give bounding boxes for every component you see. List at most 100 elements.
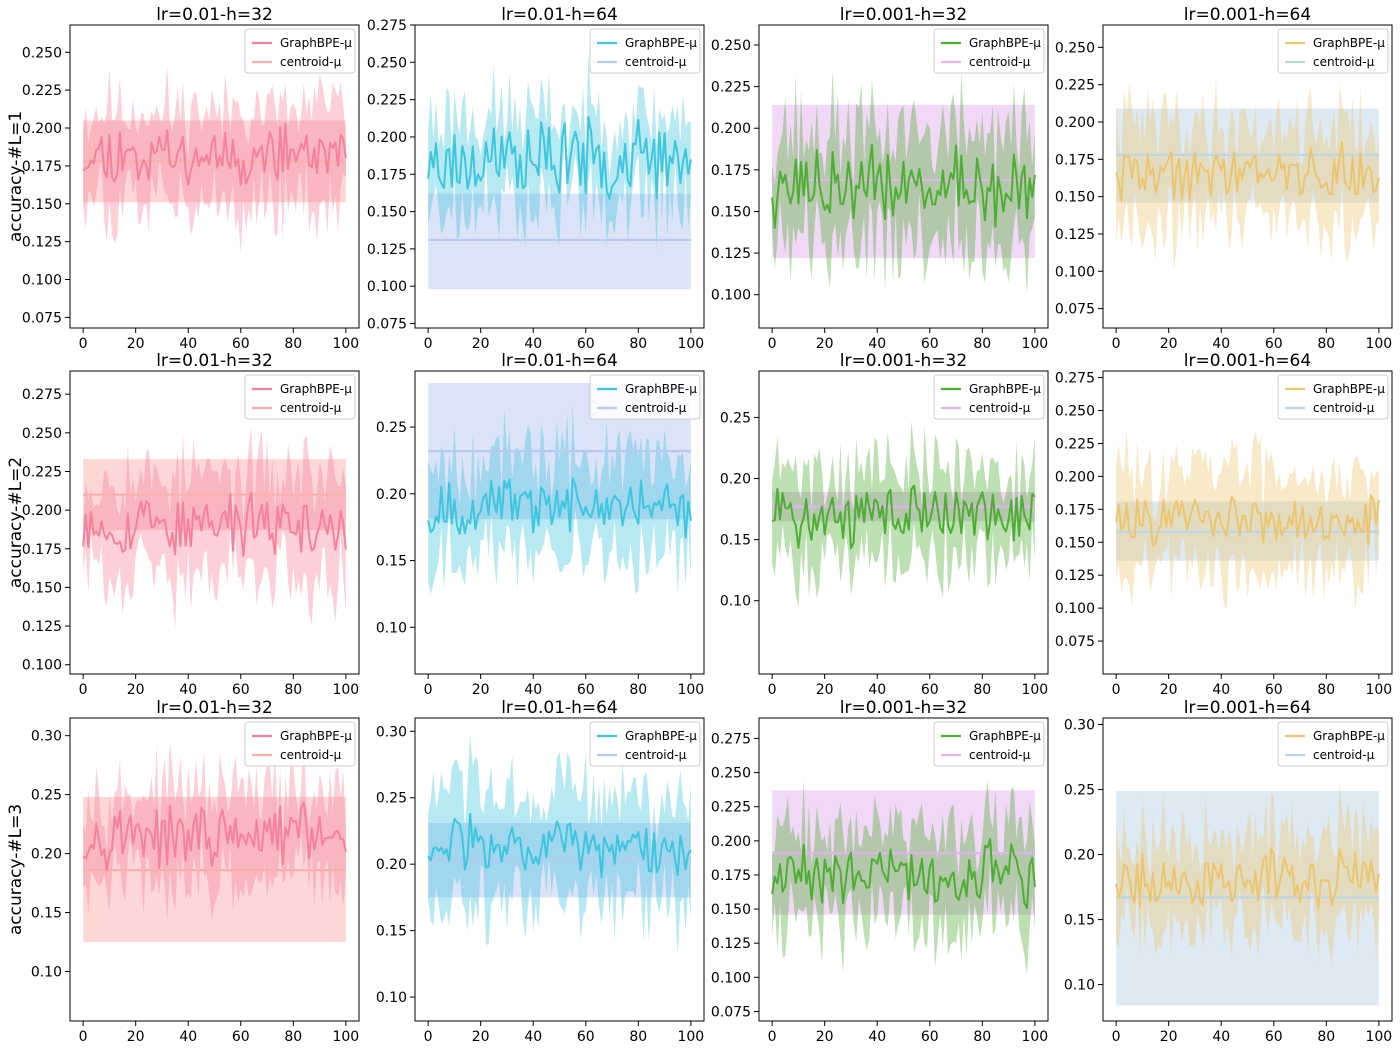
- legend: GraphBPE-μ centroid-μ: [1277, 374, 1389, 420]
- y-tick-label: 0.250: [711, 38, 751, 54]
- legend-label: centroid-μ: [625, 748, 687, 762]
- y-tick-label: 0.25: [1064, 783, 1095, 799]
- y-tick-label: 0.225: [367, 93, 407, 109]
- x-tick-label: 40: [179, 336, 197, 352]
- plot-area: [427, 734, 692, 957]
- centroid-band: [428, 193, 691, 290]
- x-tick-label: 20: [816, 682, 834, 698]
- graphbpe-band: [83, 735, 346, 922]
- y-tick-label: 0.20: [1064, 848, 1095, 864]
- axes-frame: [69, 24, 360, 329]
- axes-frame: [758, 370, 1049, 675]
- legend: GraphBPE-μ centroid-μ: [244, 721, 356, 767]
- legend-label: GraphBPE-μ: [969, 36, 1041, 50]
- y-axis-label: accuracy-#L=1: [6, 111, 26, 242]
- y-tick-label: 0.225: [22, 83, 62, 99]
- x-tick-label: 40: [524, 1029, 542, 1045]
- y-tick-label: 0.175: [22, 542, 62, 558]
- graphbpe-line: [1115, 494, 1380, 548]
- axes-frame: [758, 717, 1049, 1022]
- y-tick-label: 0.10: [1064, 978, 1095, 994]
- graphbpe-band: [772, 69, 1035, 296]
- x-tick-label: 60: [232, 336, 250, 352]
- chart-panel-5: 0 20 40 60 80 100 0.100 0.125 0.150 0.175 0.200 0.2…: [6, 351, 360, 698]
- x-tick-label: 100: [332, 682, 359, 698]
- x-tick-label: 0: [768, 1029, 777, 1045]
- plot-area: [82, 735, 347, 943]
- y-tick-label: 0.10: [31, 964, 62, 980]
- y-tick-label: 0.175: [22, 159, 62, 175]
- y-tick-label: 0.150: [22, 197, 62, 213]
- graphbpe-band: [1116, 428, 1379, 611]
- graphbpe-line: [427, 116, 692, 200]
- chart-panel-11: 0 20 40 60 80 100 0.075 0.100 0.125 0.150 0.175 0.2…: [711, 698, 1049, 1045]
- x-tick-label: 80: [1317, 336, 1335, 352]
- x-tick-label: 40: [868, 1029, 886, 1045]
- y-tick-label: 0.25: [720, 410, 751, 426]
- plot-area: [771, 69, 1036, 296]
- y-tick-label: 0.225: [711, 800, 751, 816]
- y-tick-label: 0.100: [22, 273, 62, 289]
- legend: GraphBPE-μ centroid-μ: [589, 721, 701, 767]
- legend-label: centroid-μ: [280, 748, 342, 762]
- x-tick-label: 40: [868, 336, 886, 352]
- x-tick-label: 100: [1021, 336, 1048, 352]
- x-tick-label: 20: [127, 682, 145, 698]
- legend-box: [589, 374, 701, 420]
- y-tick-label: 0.100: [367, 279, 407, 295]
- chart-panel-4: 0 20 40 60 80 100 0.075 0.100 0.125 0.150 0.175 0.2…: [1055, 5, 1393, 352]
- chart-title: lr=0.001-h=64: [1184, 5, 1311, 25]
- y-tick-label: 0.100: [1055, 601, 1095, 617]
- chart-title: lr=0.01-h=64: [501, 5, 618, 25]
- axes-frame: [69, 717, 360, 1022]
- legend-label: GraphBPE-μ: [280, 36, 352, 50]
- plot-area: [1115, 428, 1380, 611]
- x-tick-label: 40: [179, 1029, 197, 1045]
- legend-label: GraphBPE-μ: [969, 382, 1041, 396]
- x-tick-label: 20: [1160, 336, 1178, 352]
- legend: GraphBPE-μ centroid-μ: [1277, 721, 1389, 767]
- y-tick-label: 0.075: [1055, 302, 1095, 318]
- y-tick-label: 0.275: [711, 731, 751, 747]
- x-tick-label: 0: [424, 682, 433, 698]
- y-tick-label: 0.175: [711, 163, 751, 179]
- legend-label: centroid-μ: [969, 401, 1031, 415]
- legend: GraphBPE-μ centroid-μ: [589, 28, 701, 74]
- graphbpe-line: [771, 484, 1036, 550]
- legend-label: GraphBPE-μ: [280, 729, 352, 743]
- legend-box: [933, 721, 1045, 767]
- x-tick-label: 0: [79, 1029, 88, 1045]
- graphbpe-band: [428, 734, 691, 957]
- graphbpe-band: [1116, 783, 1379, 967]
- axes-frame: [414, 370, 705, 675]
- legend: GraphBPE-μ centroid-μ: [589, 374, 701, 420]
- x-tick-label: 0: [424, 1029, 433, 1045]
- legend-box: [1277, 28, 1389, 74]
- y-tick-label: 0.275: [367, 18, 407, 34]
- axes-frame: [69, 370, 360, 675]
- y-tick-label: 0.30: [31, 729, 62, 745]
- x-tick-label: 0: [1112, 336, 1121, 352]
- legend: GraphBPE-μ centroid-μ: [933, 374, 1045, 420]
- y-tick-label: 0.150: [711, 204, 751, 220]
- legend-box: [244, 28, 356, 74]
- plot-area: [427, 52, 692, 290]
- x-tick-label: 100: [1021, 682, 1048, 698]
- y-tick-label: 0.150: [22, 580, 62, 596]
- chart-panel-12: 0 20 40 60 80 100 0.10 0.15 0.20 0.25 0.30 lr=0.001…: [1064, 698, 1393, 1045]
- y-tick-label: 0.175: [1055, 152, 1095, 168]
- axes-frame: [1102, 24, 1393, 329]
- legend-label: GraphBPE-μ: [625, 729, 697, 743]
- plot-area: [1115, 78, 1380, 273]
- x-tick-label: 60: [1265, 682, 1283, 698]
- chart-panel-8: 0 20 40 60 80 100 0.075 0.100 0.125 0.150 0.175 0.2…: [1055, 351, 1393, 698]
- x-tick-label: 20: [472, 682, 490, 698]
- legend-label: centroid-μ: [1313, 748, 1375, 762]
- y-tick-label: 0.100: [711, 288, 751, 304]
- legend-box: [589, 28, 701, 74]
- chart-title: lr=0.01-h=64: [501, 698, 618, 718]
- chart-panel-10: 0 20 40 60 80 100 0.10 0.15 0.20 0.25 0.30 lr=0.01-…: [376, 698, 705, 1045]
- axes-frame: [1102, 370, 1393, 675]
- x-tick-label: 80: [973, 1029, 991, 1045]
- y-tick-label: 0.175: [367, 167, 407, 183]
